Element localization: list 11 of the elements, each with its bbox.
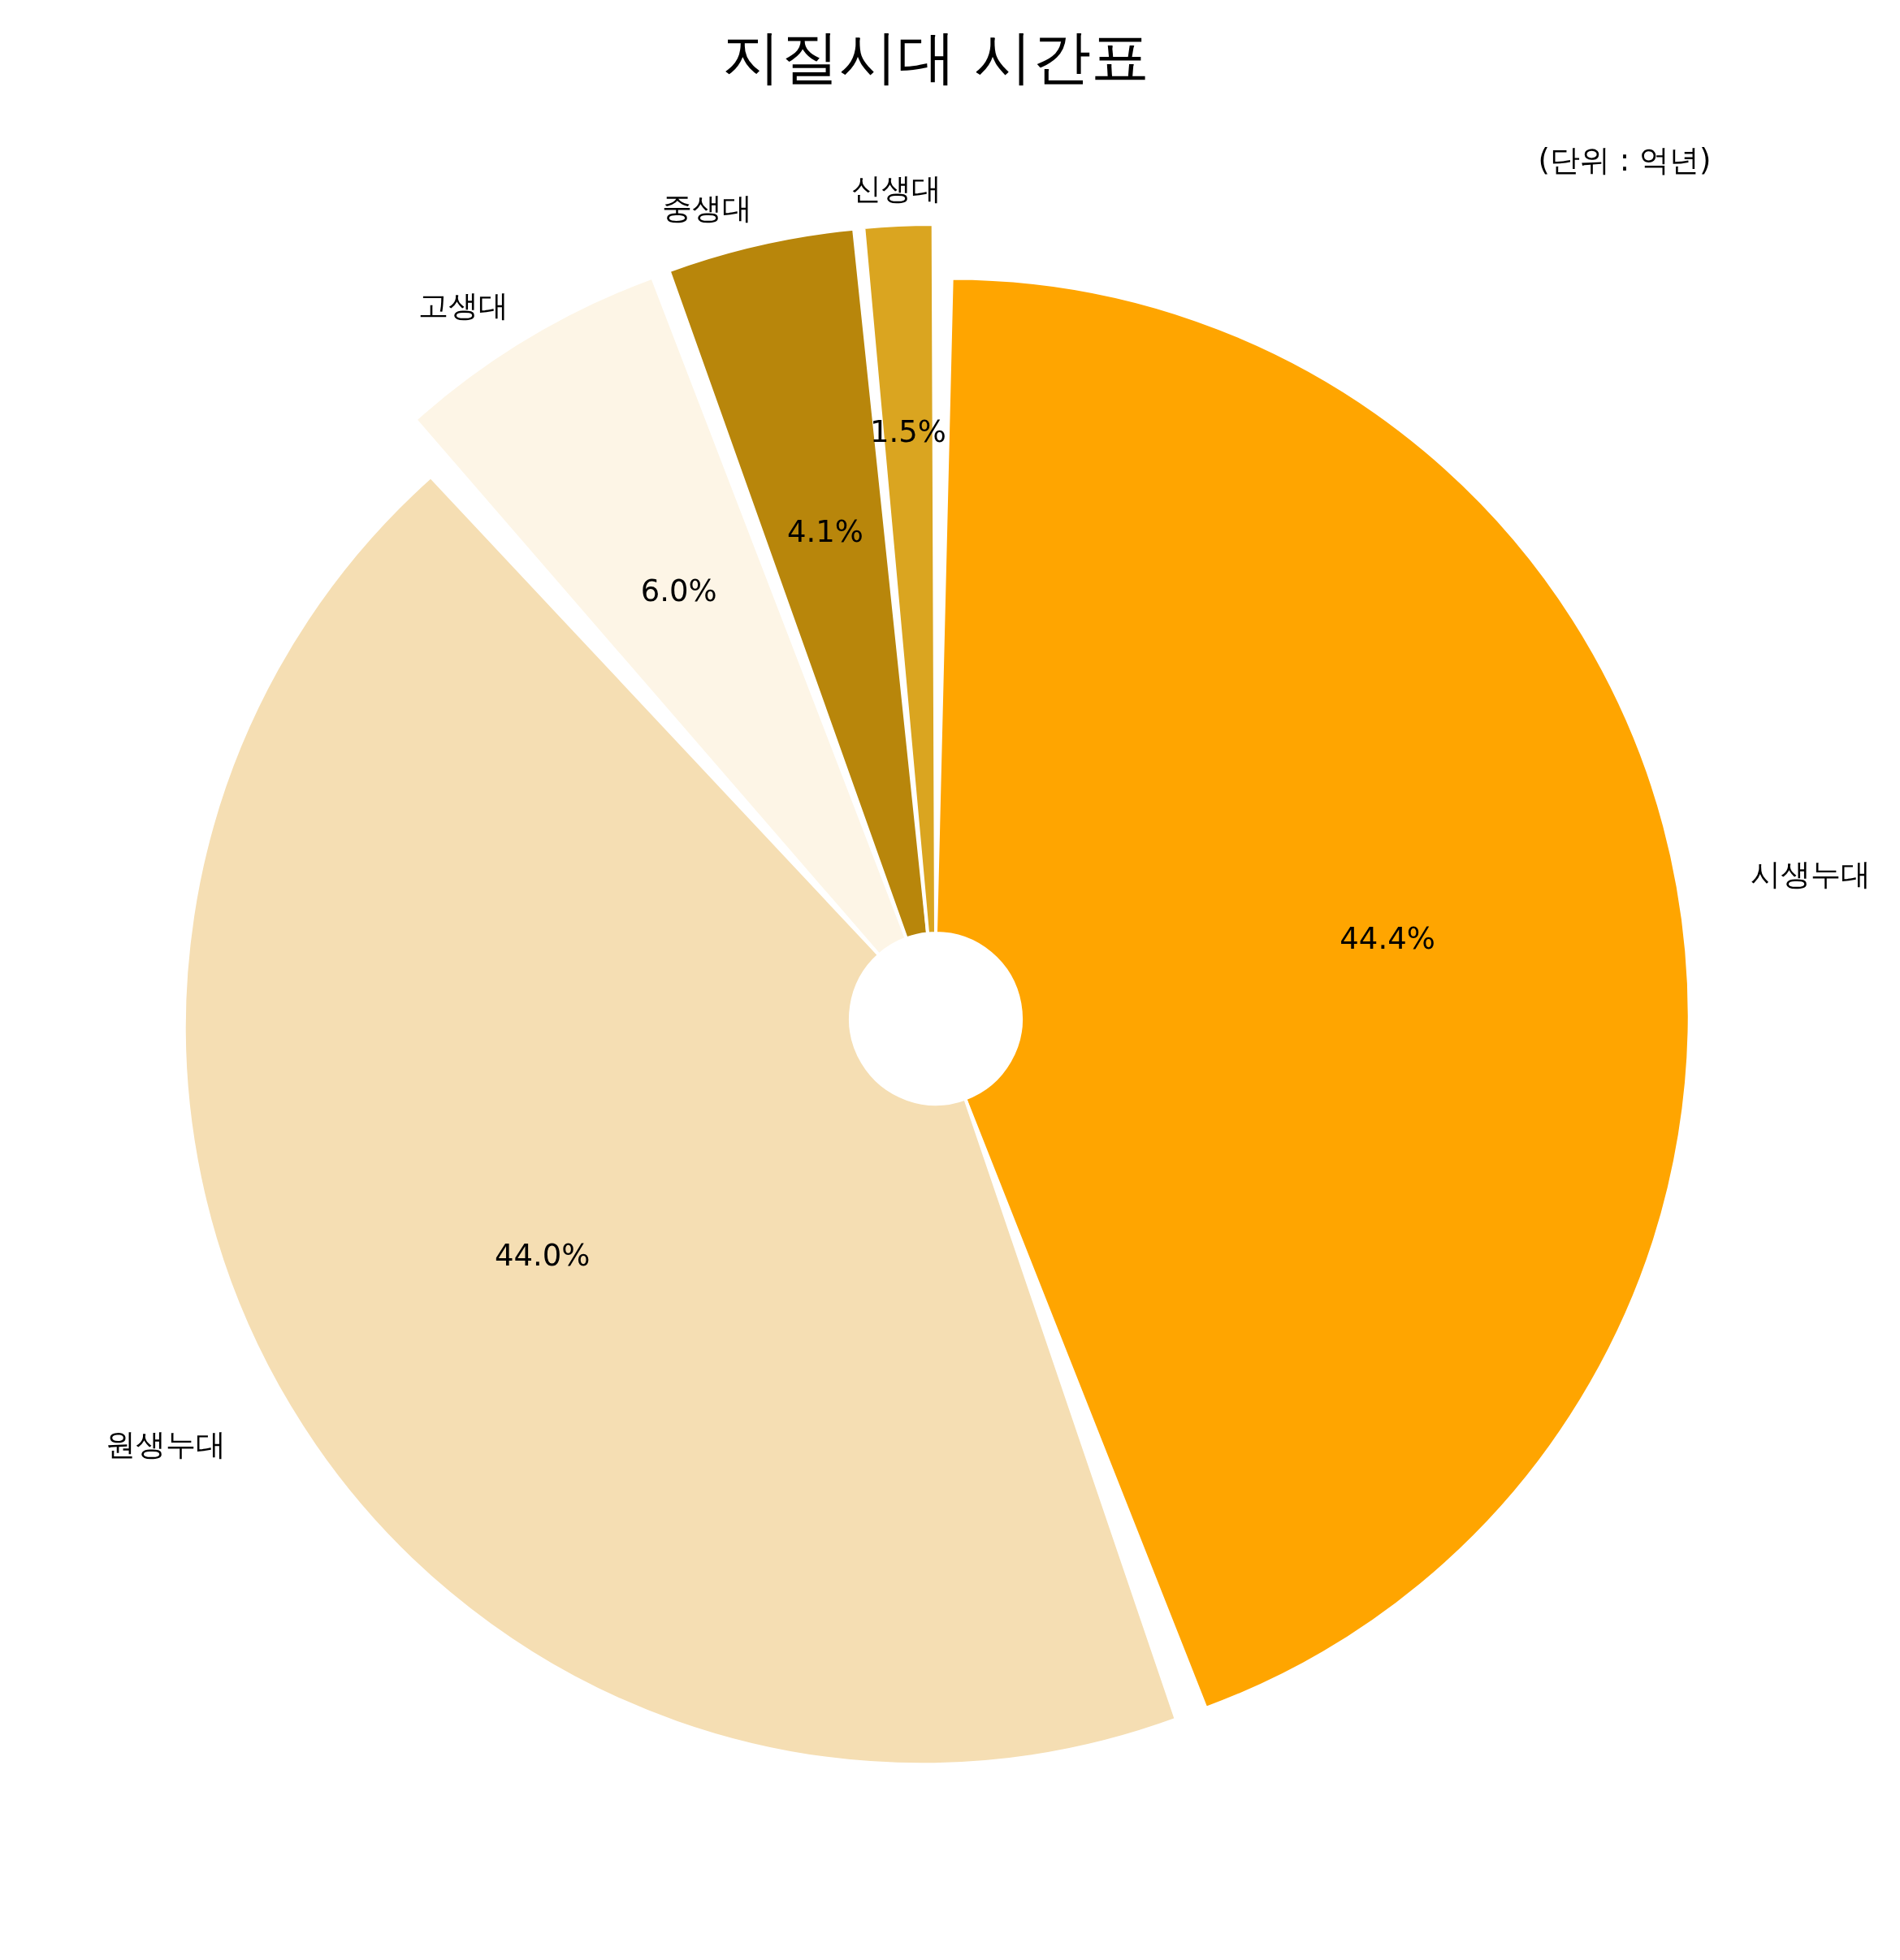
slice-label: 중생대 (661, 190, 752, 226)
data-label: 6.0% (640, 573, 717, 608)
chart-title: 지질시대 시간표 (721, 23, 1150, 91)
slice-label: 원생누대 (106, 1427, 227, 1463)
data-label: 44.4% (1340, 921, 1435, 957)
slice-label: 신생대 (851, 171, 942, 206)
slice-label: 시생누대 (1751, 856, 1872, 892)
slice-label: 고생대 (418, 288, 509, 324)
data-label: 44.0% (494, 1237, 591, 1273)
data-label: 4.1% (787, 514, 863, 550)
text: (단위 : 억년) (1538, 143, 1712, 178)
